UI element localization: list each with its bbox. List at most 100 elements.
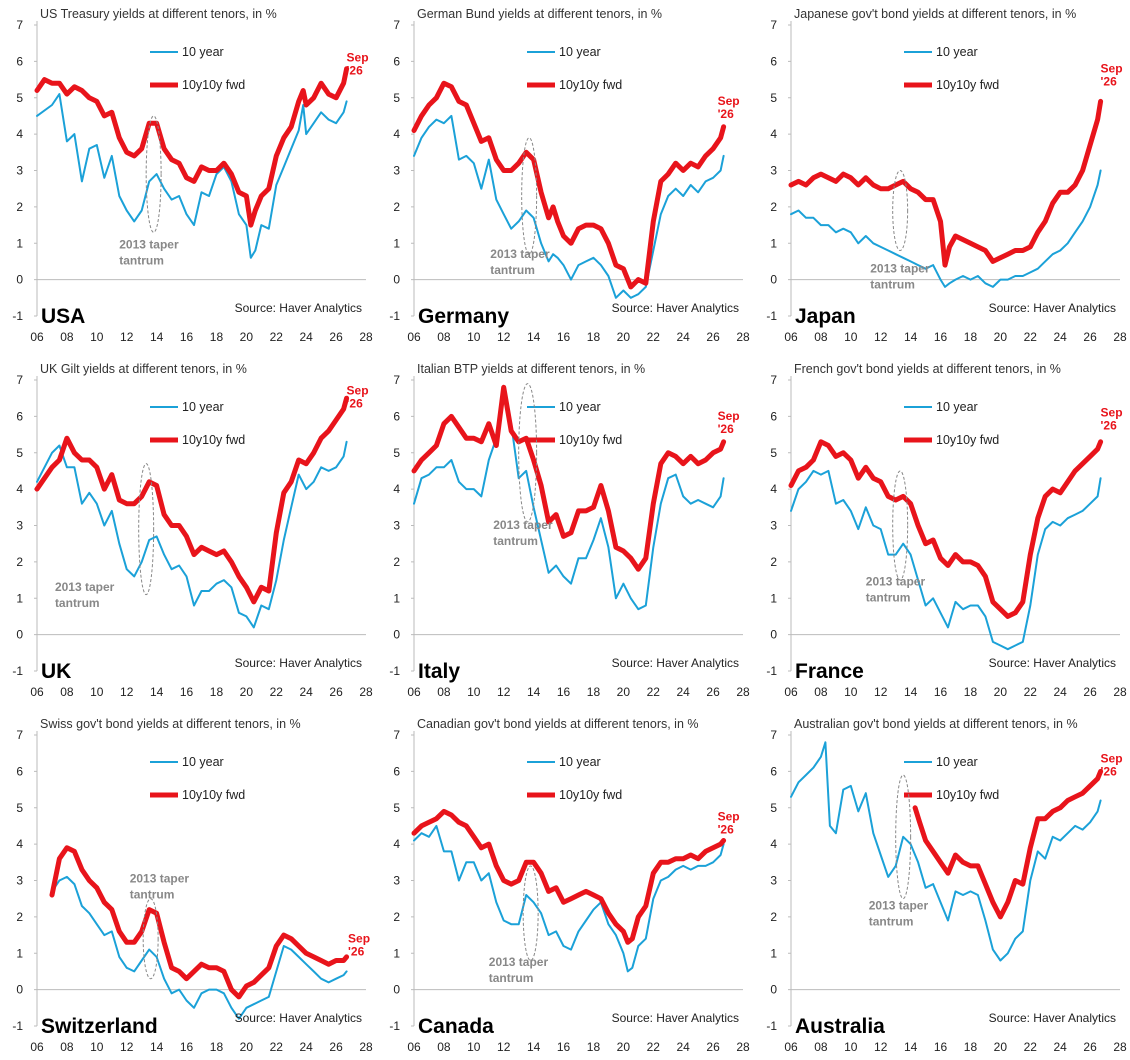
country-label: USA [41,305,85,328]
source-label: Source: Haver Analytics [235,301,362,315]
y-tick-label: 1 [393,236,400,250]
source-label: Source: Haver Analytics [235,656,362,670]
y-tick-label: 0 [393,273,400,287]
x-tick-label: 06 [407,330,421,344]
y-tick-label: 4 [770,482,777,496]
x-tick-label: 18 [587,685,601,699]
annotation-text: 2013 taper [119,238,179,252]
x-tick-label: 16 [934,685,948,699]
y-tick-label: 0 [16,628,23,642]
y-tick-label: 3 [16,874,23,888]
chart-panel-italy: -1 0 1 2 3 4 5 6 7 06 08 10 12 14 16 18 20 22 24 26 28 Italia… [377,355,753,705]
source-label: Source: Haver Analytics [235,1011,362,1025]
y-tick-label: 7 [393,373,400,387]
y-tick-label: 4 [16,837,23,851]
y-tick-label: 7 [16,18,23,32]
taper-tantrum-ellipse [892,470,909,581]
y-tick-label: 4 [16,127,23,141]
chart-title: Swiss gov't bond yields at different ten… [40,717,301,731]
source-label: Source: Haver Analytics [989,1011,1116,1025]
x-tick-label: 24 [1054,685,1068,699]
y-tick-label: 4 [16,482,23,496]
x-tick-label: 08 [814,330,828,344]
y-tick-label: 7 [770,18,777,32]
x-tick-label: 06 [407,685,421,699]
y-tick-label: 1 [16,591,23,605]
country-label: Italy [418,660,460,683]
x-tick-label: 24 [677,1040,691,1054]
end-label: '26 [347,63,364,77]
x-tick-label: 18 [964,685,978,699]
chart-panel-usa: -1 0 1 2 3 4 5 6 7 06 08 10 12 14 16 18 20 22 24 26 28 US Tre… [0,0,376,350]
y-tick-label: 2 [393,910,400,924]
x-tick-label: 12 [497,1040,511,1054]
series-line-10y10y-fwd [411,808,727,945]
x-tick-label: 18 [964,330,978,344]
x-tick-label: 26 [329,330,343,344]
end-label: '26 [347,397,364,411]
x-tick-label: 14 [150,1040,164,1054]
y-tick-label: 2 [770,555,777,569]
y-tick-label: 2 [393,555,400,569]
x-tick-label: 06 [784,685,798,699]
x-tick-label: 10 [90,1040,104,1054]
series-line-10-year [790,469,1102,651]
y-tick-label: -1 [12,309,23,323]
y-tick-label: 3 [770,164,777,178]
x-tick-label: 10 [467,1040,481,1054]
x-tick-label: 20 [994,330,1008,344]
annotation-text: 2013 taper [493,518,553,532]
legend-label: 10y10y fwd [182,78,245,92]
chart-title: US Treasury yields at different tenors, … [40,7,277,21]
y-tick-label: 7 [393,18,400,32]
y-tick-label: 3 [393,874,400,888]
legend-label: 10 year [559,45,601,59]
x-tick-label: 14 [904,685,918,699]
annotation-text: 2013 taper [870,261,930,275]
x-tick-label: 12 [120,685,134,699]
legend-label: 10y10y fwd [559,433,622,447]
y-tick-label: 3 [16,519,23,533]
x-tick-label: 20 [240,685,254,699]
legend-label: 10y10y fwd [559,788,622,802]
source-label: Source: Haver Analytics [612,301,739,315]
series-line-10-year [790,741,1102,962]
x-tick-label: 18 [587,1040,601,1054]
x-tick-label: 26 [329,1040,343,1054]
x-tick-label: 22 [1024,1040,1038,1054]
y-tick-label: 6 [770,409,777,423]
chart-title: Canadian gov't bond yields at different … [417,717,699,731]
y-tick-label: 7 [770,728,777,742]
y-tick-label: 3 [393,519,400,533]
series-line-10y10y-fwd [49,845,350,1000]
chart-title: German Bund yields at different tenors, … [417,7,662,21]
chart-title: UK Gilt yields at different tenors, in % [40,362,247,376]
x-tick-label: 22 [647,330,661,344]
y-tick-label: 5 [16,91,23,105]
y-tick-label: 6 [16,764,23,778]
y-tick-label: -1 [389,309,400,323]
legend-label: 10 year [559,755,601,769]
x-tick-label: 12 [497,685,511,699]
x-tick-label: 08 [814,1040,828,1054]
end-label: Sep [348,931,370,945]
source-label: Source: Haver Analytics [612,656,739,670]
annotation-text: tantrum [866,591,911,605]
x-tick-label: 08 [60,685,74,699]
series-line-10y10y-fwd [34,395,350,605]
taper-tantrum-ellipse [138,463,155,596]
chart-title: French gov't bond yields at different te… [794,362,1061,376]
chart-title: Italian BTP yields at different tenors, … [417,362,645,376]
end-label: '26 [718,822,735,836]
y-tick-label: 4 [393,837,400,851]
x-tick-label: 12 [120,1040,134,1054]
source-label: Source: Haver Analytics [612,1011,739,1025]
x-tick-label: 26 [1083,1040,1097,1054]
annotation-text: tantrum [869,915,914,929]
end-label: '26 [348,944,365,958]
y-tick-label: 5 [770,801,777,815]
